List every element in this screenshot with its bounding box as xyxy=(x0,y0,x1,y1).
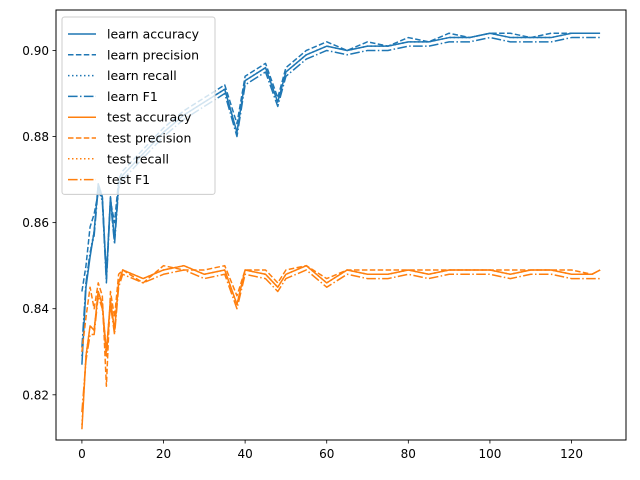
x-tick-label: 80 xyxy=(401,447,416,461)
y-tick-label: 0.84 xyxy=(22,302,49,316)
x-tick-label: 100 xyxy=(478,447,501,461)
y-tick-label: 0.90 xyxy=(22,44,49,58)
legend-label-test-accuracy: test accuracy xyxy=(107,110,192,125)
y-axis: 0.82 0.84 0.86 0.88 0.90 xyxy=(22,44,56,402)
legend-box xyxy=(61,16,216,195)
x-tick-label: 0 xyxy=(78,447,86,461)
series-line-test-f1 xyxy=(81,269,601,413)
legend-label-learn-f1: learn F1 xyxy=(107,89,158,104)
plot-frame xyxy=(55,9,627,441)
legend-label-test-precision: test precision xyxy=(107,131,191,146)
y-tick-label: 0.82 xyxy=(22,388,49,402)
legend-label-learn-precision: learn precision xyxy=(107,47,199,62)
x-tick-label: 60 xyxy=(319,447,334,461)
x-axis: 0 20 40 60 80 100 120 xyxy=(78,440,583,461)
series-layer xyxy=(81,32,601,430)
legend-label-test-f1: test F1 xyxy=(107,172,150,187)
legend-label-learn-recall: learn recall xyxy=(107,68,177,83)
legend-label-learn-accuracy: learn accuracy xyxy=(107,27,200,42)
x-tick-label: 40 xyxy=(237,447,252,461)
y-tick-label: 0.88 xyxy=(22,130,49,144)
x-tick-label: 20 xyxy=(156,447,171,461)
x-tick-label: 120 xyxy=(560,447,583,461)
legend-label-test-recall: test recall xyxy=(107,151,169,166)
legend: learn accuracy learn precision learn recal… xyxy=(61,16,216,195)
y-tick-label: 0.86 xyxy=(22,216,49,230)
series-line-learn-f1 xyxy=(81,36,601,348)
